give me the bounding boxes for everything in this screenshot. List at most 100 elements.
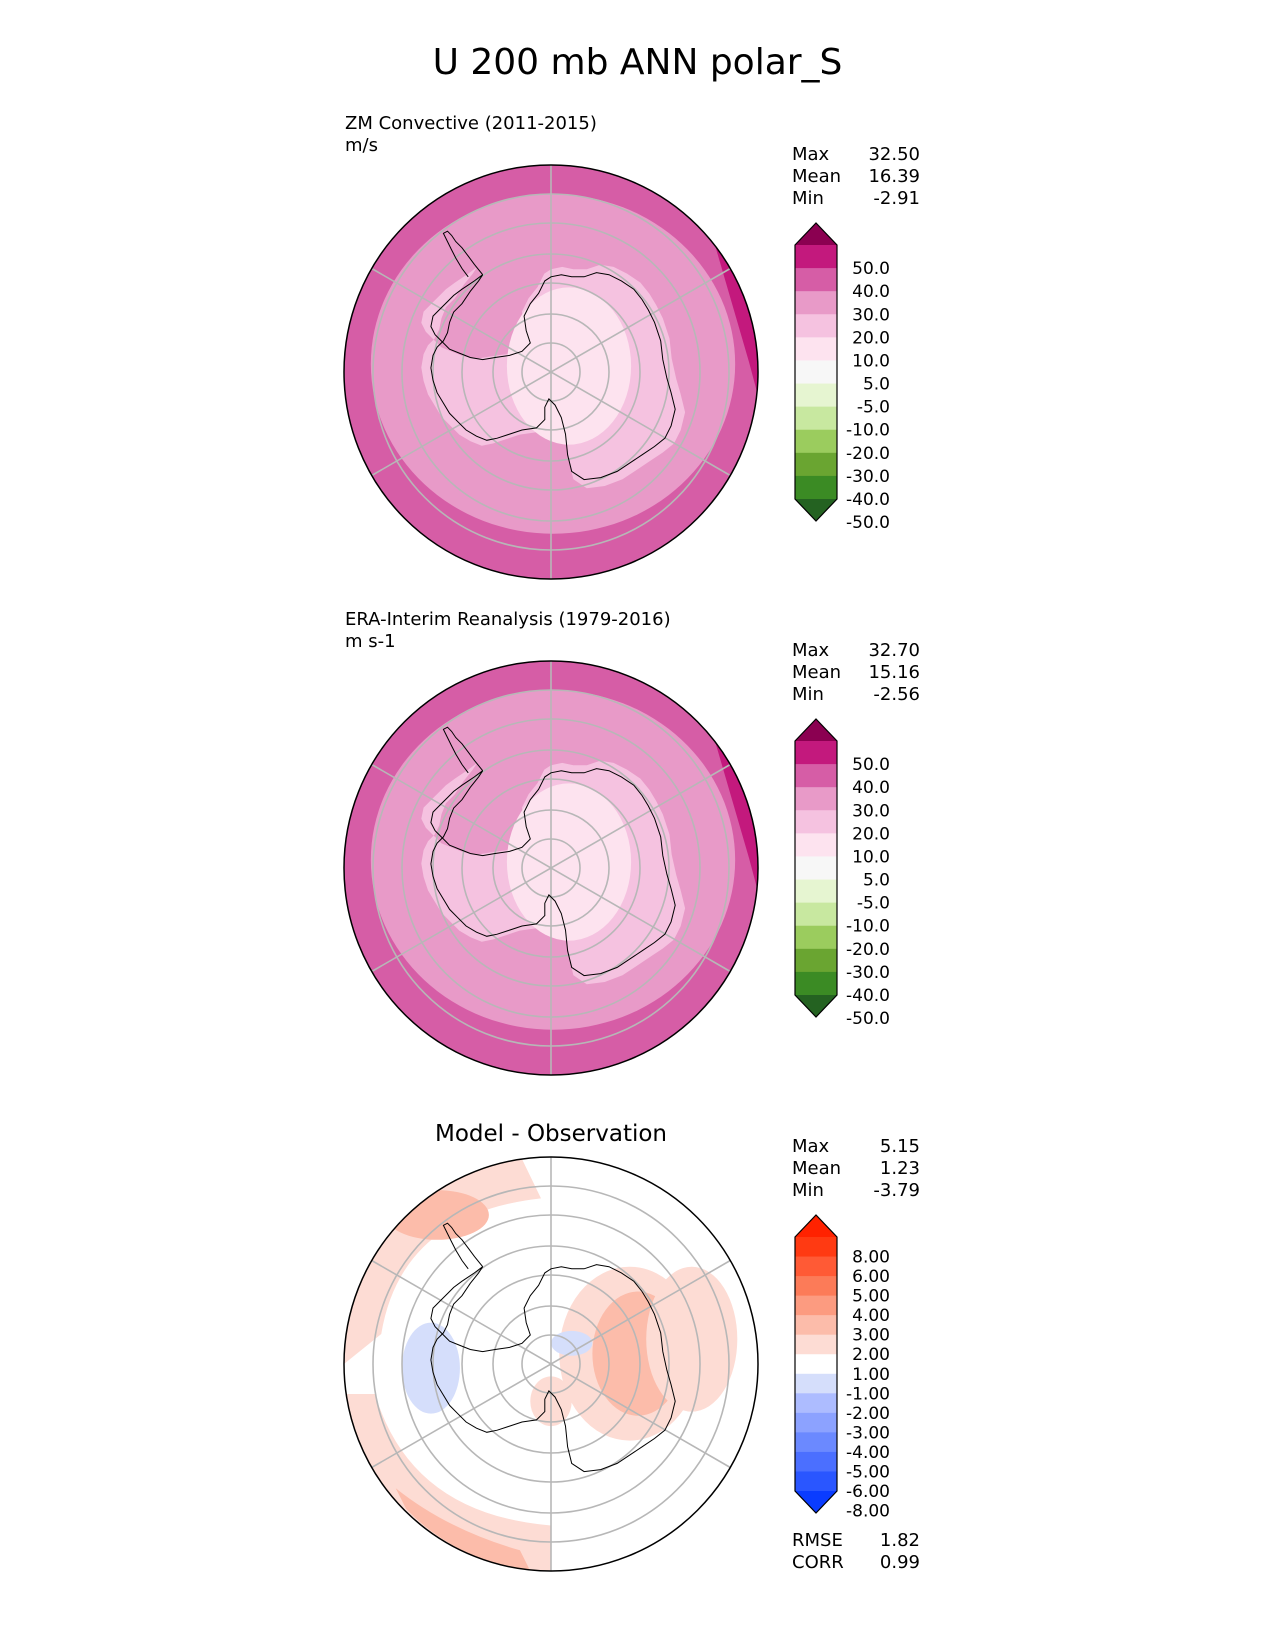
- diff-north-maximum: [385, 1190, 489, 1240]
- colorbar-segment-7: [795, 406, 837, 431]
- meridian-line-120: [371, 267, 731, 477]
- meridian-line-120: [371, 1259, 731, 1469]
- panel-3-colorbar: -8.00-6.00-5.00-4.00-3.00-2.00-1.001.002…: [794, 1214, 890, 1522]
- colorbar-segment-10: [795, 971, 837, 996]
- colorbar-segment-0: [795, 245, 837, 269]
- colorbar-tick-label-3: -20.0: [846, 444, 890, 464]
- colorbar-segment-9: [795, 948, 837, 973]
- colorbar-bottom-extension: [795, 1491, 837, 1513]
- figure-title: U 200 mb ANN polar_S: [432, 42, 843, 83]
- colorbar-segment-8: [795, 429, 837, 454]
- colorbar-segment-0: [795, 741, 837, 765]
- field-core: [506, 287, 632, 445]
- diff-west-negative: [401, 1322, 460, 1414]
- colorbar-segment-1: [795, 764, 837, 788]
- field-layer: [344, 165, 758, 579]
- colorbar-top-extension: [795, 1215, 837, 1237]
- colorbar-segment-2: [795, 1276, 837, 1297]
- colorbar-tick-label-2: -30.0: [846, 963, 890, 983]
- antarctic-peninsula-coastline: [442, 726, 484, 774]
- colorbar-outline: [794, 718, 838, 1018]
- colorbar-tick-label-6: 5.0: [863, 871, 890, 891]
- colorbar-segment-8: [795, 925, 837, 950]
- colorbar-outline: [794, 1214, 838, 1514]
- colorbar-segment-12: [795, 1471, 837, 1492]
- colorbar-segment-4: [795, 833, 837, 858]
- antarctica-coastline: [430, 1264, 676, 1473]
- antarctic-peninsula-coastline: [442, 1222, 484, 1270]
- colorbar-tick-label-2: -5.00: [846, 1463, 890, 1483]
- colorbar-segment-10: [795, 1432, 837, 1453]
- colorbar-bottom-extension: [795, 499, 837, 521]
- colorbar-segment-8: [795, 1393, 837, 1414]
- colorbar-segment-5: [795, 360, 837, 385]
- field-core: [506, 783, 632, 941]
- diff-far-east-band: [646, 1266, 738, 1412]
- colorbar-bottom-extension: [795, 995, 837, 1017]
- colorbar-tick-label-5: -5.0: [857, 894, 890, 914]
- colorbar-tick-label-6: 5.0: [863, 375, 890, 395]
- colorbar-segment-1: [795, 1256, 837, 1277]
- colorbar-segment-7: [795, 1373, 837, 1394]
- colorbar-segment-6: [795, 383, 837, 408]
- colorbar-tick-label-5: -5.0: [857, 398, 890, 418]
- meridian-line-120: [371, 763, 731, 973]
- antarctica-coastline: [430, 768, 676, 977]
- colorbar-segment-3: [795, 810, 837, 834]
- colorbar-tick-label-1: -40.0: [846, 986, 890, 1006]
- colorbar-tick-label-4: -3.00: [846, 1423, 890, 1443]
- colorbar-tick-label-9: 3.00: [852, 1326, 890, 1346]
- colorbar-tick-label-6: -1.00: [846, 1384, 890, 1404]
- panel-2-min-value: -2.56: [873, 684, 920, 705]
- colorbar-tick-label-11: 50.0: [852, 259, 890, 279]
- panel-3-map: [343, 1156, 759, 1572]
- colorbar-segment-9: [795, 452, 837, 477]
- colorbar-outline: [794, 222, 838, 522]
- colorbar-tick-label-11: 50.0: [852, 755, 890, 775]
- panel-3-title: Model - Observation: [434, 1121, 668, 1147]
- panel-1-colorbar: -50.0 -40.0 -30.0 -20.0 -10.0 -5.0 5.0 10.0 20.0…: [794, 222, 890, 533]
- panel-2-units: m s-1: [345, 631, 396, 652]
- colorbar-tick-label-1: -40.0: [846, 490, 890, 510]
- colorbar-segment-10: [795, 475, 837, 500]
- panel-1-stats: Max 32.50 Mean 16.39 Min -2.91: [792, 144, 920, 209]
- colorbar-top-extension: [795, 223, 837, 245]
- colorbar-segment-7: [795, 902, 837, 927]
- panel-2-mean-value: 15.16: [868, 662, 920, 683]
- panel-3-corr-value: 0.99: [879, 1552, 920, 1573]
- colorbar-tick-label-0: -50.0: [846, 1009, 890, 1029]
- colorbar-tick-label-8: 20.0: [852, 328, 890, 348]
- colorbar-tick-label-9: 30.0: [852, 801, 890, 821]
- colorbar-segment-5: [795, 856, 837, 881]
- colorbar-tick-label-2: -30.0: [846, 467, 890, 487]
- panel-3-max-value: 5.15: [879, 1136, 920, 1157]
- colorbar-tick-label-4: -10.0: [846, 917, 890, 937]
- colorbar-tick-label-3: -20.0: [846, 940, 890, 960]
- panel-3-min-value: -3.79: [873, 1180, 920, 1201]
- colorbar-tick-label-10: 40.0: [852, 778, 890, 798]
- colorbar-tick-label-7: 10.0: [852, 352, 890, 372]
- colorbar-segment-2: [795, 787, 837, 811]
- colorbar-segment-6: [795, 1354, 837, 1375]
- colorbar-tick-label-12: 6.00: [852, 1267, 890, 1287]
- colorbar-segment-6: [795, 879, 837, 904]
- colorbar-segment-1: [795, 268, 837, 292]
- diff-south-maximum: [395, 1488, 531, 1571]
- colorbar-segment-4: [795, 1315, 837, 1336]
- colorbar-segment-5: [795, 1334, 837, 1355]
- colorbar-segment-0: [795, 1237, 837, 1258]
- colorbar-tick-label-10: 4.00: [852, 1306, 890, 1326]
- colorbar-segment-4: [795, 337, 837, 362]
- panel-1-mean-value: 16.39: [868, 166, 920, 187]
- panel-2-title: ERA-Interim Reanalysis (1979-2016): [345, 609, 671, 630]
- colorbar-tick-label-0: -8.00: [846, 1502, 890, 1522]
- panel-3-metrics: RMSE 1.82 CORR 0.99: [792, 1530, 920, 1573]
- colorbar-segment-3: [795, 314, 837, 338]
- panel-2-stats: Max 32.70 Mean 15.16 Min -2.56: [792, 640, 920, 705]
- map-boundary: [343, 164, 759, 580]
- colorbar-tick-label-5: -2.00: [846, 1404, 890, 1424]
- colorbar-tick-label-13: 8.00: [852, 1248, 890, 1268]
- colorbar-segment-9: [795, 1412, 837, 1433]
- colorbar-tick-label-0: -50.0: [846, 513, 890, 533]
- colorbar-tick-label-9: 30.0: [852, 305, 890, 325]
